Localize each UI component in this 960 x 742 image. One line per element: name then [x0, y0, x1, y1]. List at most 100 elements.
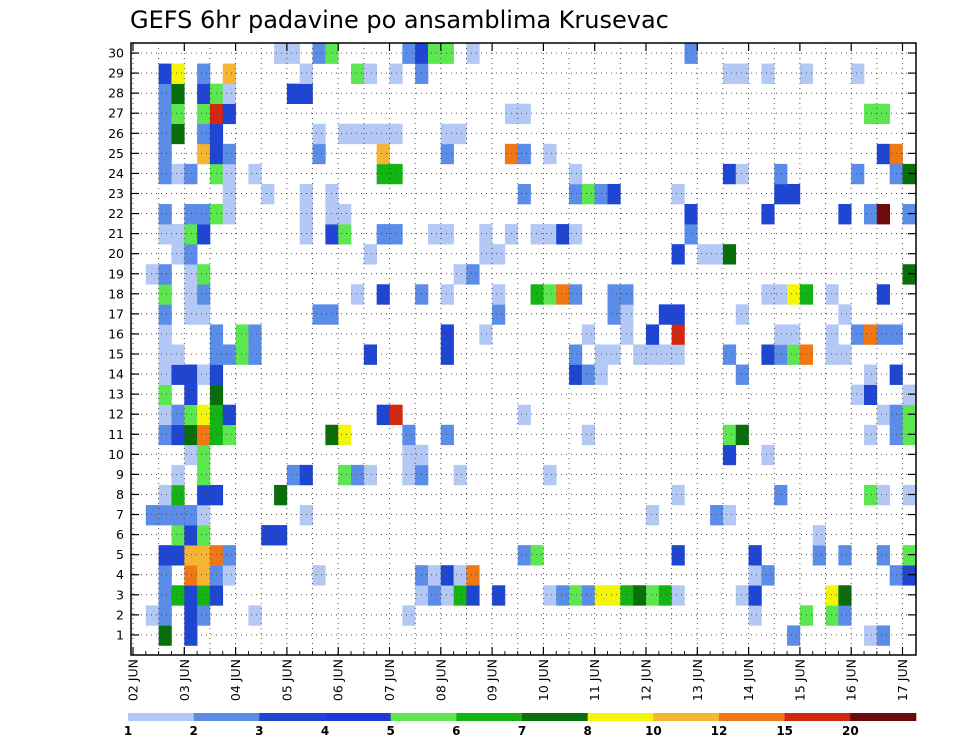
heatmap-cell [453, 585, 467, 606]
legend-swatch [456, 713, 523, 721]
heatmap-cell [556, 224, 570, 245]
heatmap-cell [209, 565, 224, 586]
heatmap-cell [158, 424, 172, 446]
heatmap-cell [184, 364, 198, 385]
heatmap-cell [902, 565, 916, 586]
legend-swatch [193, 713, 260, 721]
heatmap-cell [876, 204, 890, 225]
heatmap-cell [312, 143, 326, 165]
heatmap-cell [158, 565, 172, 586]
heatmap-cell [748, 565, 762, 586]
x-tick-label: 15 JUN [792, 659, 807, 701]
heatmap-cell [646, 585, 660, 606]
heatmap-cell [248, 324, 262, 345]
heatmap-cell [389, 163, 403, 185]
heatmap-cell [171, 545, 185, 566]
heatmap-cell [543, 284, 557, 305]
heatmap-cell [889, 364, 903, 385]
heatmap-cell [261, 525, 275, 546]
heatmap-cell [466, 43, 480, 64]
x-tick-label: 05 JUN [279, 659, 294, 701]
heatmap-cell [158, 545, 172, 566]
heatmap-cell [876, 484, 890, 506]
y-tick-label: 22 [108, 206, 124, 221]
y-tick-label: 15 [108, 347, 124, 362]
heatmap-cell [389, 63, 403, 84]
y-tick-label: 30 [108, 46, 124, 61]
heatmap-cell [774, 484, 788, 506]
heatmap-cell [646, 344, 660, 365]
heatmap-cell [415, 585, 429, 606]
heatmap-cell [658, 585, 672, 606]
heatmap-cell [710, 244, 724, 265]
heatmap-cell [440, 585, 454, 606]
heatmap-cell [209, 484, 224, 506]
legend-swatch [784, 713, 851, 721]
heatmap-cell [440, 224, 454, 245]
heatmap-cell [543, 224, 557, 245]
y-tick-label: 14 [108, 367, 124, 382]
y-tick-label: 26 [108, 126, 124, 141]
heatmap-cell [171, 244, 185, 265]
heatmap-cell [889, 424, 903, 446]
heatmap-cell [158, 605, 172, 626]
heatmap-cell [851, 63, 865, 84]
heatmap-cell [735, 424, 749, 446]
heatmap-cell [222, 183, 236, 205]
heatmap-cell [184, 424, 198, 446]
heatmap-cell [799, 63, 814, 84]
heatmap-cell [735, 63, 749, 84]
y-tick-label: 23 [108, 186, 124, 201]
heatmap-cell [530, 284, 544, 305]
heatmap-cell [902, 384, 916, 405]
grid-lines [131, 43, 916, 655]
heatmap-cell [876, 545, 890, 566]
heatmap-cell [761, 344, 775, 365]
heatmap-cell [479, 224, 493, 245]
heatmap-cell [876, 143, 890, 165]
heatmap-cell [363, 63, 377, 84]
heatmap-cell [774, 183, 788, 205]
heatmap-cell [158, 304, 172, 325]
y-tick-label: 11 [108, 427, 124, 442]
heatmap-cell [735, 364, 749, 385]
heatmap-cell [415, 565, 429, 586]
heatmap-cell [825, 585, 839, 606]
heatmap-cell [158, 103, 172, 125]
legend-swatch [719, 713, 785, 721]
y-tick-label: 2 [116, 607, 124, 622]
heatmap-cell [594, 344, 608, 365]
heatmap-cell [864, 484, 878, 506]
heatmap-cell [864, 204, 878, 225]
heatmap-cell [633, 585, 647, 606]
heatmap-cell [658, 344, 672, 365]
heatmap-cell [184, 525, 198, 546]
heatmap-cell [569, 183, 583, 205]
heatmap-cell [376, 163, 390, 185]
y-tick-label: 4 [116, 567, 124, 582]
heatmap-cell [581, 424, 596, 446]
heatmap-cell [530, 545, 544, 566]
heatmap-cell [402, 444, 416, 466]
heatmap-cell [299, 224, 313, 245]
heatmap-cell [171, 103, 185, 125]
heatmap-cell [774, 344, 788, 365]
x-tick-label: 12 JUN [639, 659, 654, 701]
heatmap-cell [787, 284, 801, 305]
heatmap-cell [171, 364, 185, 385]
heatmap-cell [325, 183, 339, 205]
heatmap-cell [569, 364, 583, 385]
heatmap-cell [799, 284, 814, 305]
heatmap-cell [671, 324, 685, 345]
legend-label: 2 [189, 724, 197, 738]
heatmap-cell [158, 344, 172, 365]
heatmap-cell [748, 545, 762, 566]
heatmap-cell [889, 163, 903, 185]
heatmap-cell [684, 43, 698, 64]
heatmap-cell [145, 264, 159, 285]
heatmap-cell [184, 384, 198, 405]
heatmap-cell [351, 63, 365, 84]
heatmap-cell [184, 404, 198, 426]
heatmap-cell [735, 304, 749, 325]
